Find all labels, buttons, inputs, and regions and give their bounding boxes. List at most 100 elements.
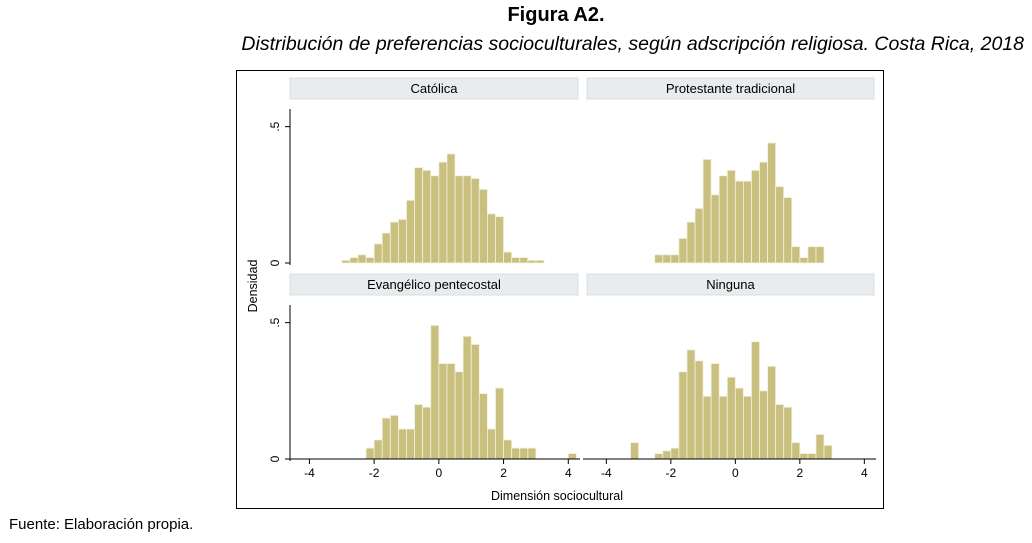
panel-4-bar: [678, 371, 688, 460]
panel-3-bar: [389, 414, 399, 460]
panel-1-bar: [381, 232, 391, 264]
panel-4-bar: [694, 360, 704, 460]
panel-1-bar: [398, 218, 407, 264]
x-axis-title: Dimensión sociocultural: [491, 489, 623, 503]
panel-3-bar: [519, 447, 529, 460]
panel-4-bar: [815, 434, 825, 460]
panel-3-bar: [470, 344, 480, 460]
panel-4-x-tick-label: 4: [861, 466, 868, 480]
panel-1-bar: [422, 169, 432, 264]
panel-4-x-tick-label: -2: [666, 466, 677, 480]
panel-4-bar: [710, 363, 720, 460]
panel-1-bar: [414, 167, 424, 264]
panel-3-bar: [406, 428, 415, 460]
panel-1-bar: [519, 257, 529, 264]
panel-1-bar: [511, 257, 521, 264]
panel-3-bar: [454, 371, 464, 460]
panel-4-x-tick-label: -4: [601, 466, 612, 480]
panel-2-bar: [767, 142, 777, 264]
panel-4-title: Ninguna: [706, 277, 755, 292]
panel-4-bar: [734, 387, 744, 460]
panel-1-bar: [527, 259, 537, 264]
panel-2-bar: [662, 254, 672, 264]
panel-2-bar: [759, 161, 768, 264]
panel-4-bar: [783, 406, 793, 460]
panel-4-x-tick-label: 2: [796, 466, 803, 480]
panel-1-bar: [389, 221, 399, 264]
panel-2-bar: [783, 197, 793, 264]
panel-2-bar: [775, 186, 785, 264]
panel-3-bar: [381, 417, 391, 460]
panel-4-bar: [718, 395, 728, 460]
panel-3-bar: [495, 387, 504, 460]
panel-4-bar: [751, 341, 760, 460]
panel-2-bar: [751, 169, 760, 264]
panel-1-y-tick-label: .5: [268, 121, 282, 131]
panel-1-title: Católica: [411, 81, 459, 96]
panel-2-bar: [799, 257, 809, 264]
panel-4-bar: [799, 453, 809, 460]
panel-1-bar: [535, 259, 545, 264]
panel-4-bar: [654, 453, 664, 460]
panel-4-bar: [823, 444, 833, 460]
panel-3-x-tick-label: 4: [565, 466, 572, 480]
panel-1-bar: [365, 257, 375, 264]
panel-2-title: Protestante tradicional: [666, 81, 795, 96]
panel-1-bar: [406, 199, 415, 264]
panel-3-bar: [527, 447, 537, 460]
panel-2-bar: [678, 238, 688, 264]
panel-3-bar: [446, 363, 456, 460]
panel-1-bar: [357, 254, 367, 264]
figure-title-text: Figura A2.: [507, 4, 605, 26]
panel-1-y-tick-label: 0: [268, 259, 282, 266]
panel-1-header: [289, 77, 579, 100]
panel-2-bar: [742, 180, 752, 264]
panel-1-bar: [462, 175, 472, 264]
panel-3-bar: [567, 453, 577, 460]
panel-2-bar: [694, 208, 704, 264]
panel-2-bar: [815, 246, 825, 264]
panel-2-bar: [702, 158, 712, 264]
panel-3-bar: [478, 393, 488, 460]
panel-3-bar: [365, 447, 375, 460]
panel-3-y-tick-label: 0: [268, 455, 282, 462]
panel-3-bar: [422, 406, 432, 460]
panel-1-bar: [495, 216, 504, 264]
panel-1-bar: [503, 251, 513, 264]
panel-2-bar: [734, 180, 744, 264]
figure-subtitle: Distribución de preferencias sociocultur…: [241, 33, 1024, 55]
figure-title: Figura A2.: [0, 4, 1032, 27]
figure-source: Fuente: Elaboración propia.: [9, 516, 194, 533]
panel-3-x-tick-label: -4: [304, 466, 315, 480]
panel-4-bar: [686, 349, 696, 460]
panel-3-y-tick-label: .5: [268, 317, 282, 327]
panel-3-bar: [373, 439, 383, 460]
panel-4-bar: [670, 447, 680, 460]
panel-4-header: [586, 273, 875, 296]
panel-4-bar: [726, 376, 736, 460]
panel-3-x-tick-label: 0: [436, 466, 443, 480]
panel-2-header: [586, 77, 875, 100]
panel-3-bar: [503, 439, 513, 460]
panel-1-bar: [341, 259, 351, 264]
panel-2-bar: [654, 254, 664, 264]
panel-4-bar: [775, 404, 785, 460]
panel-3-bar: [462, 335, 472, 460]
panel-1-bar: [446, 153, 456, 264]
panel-2-bar: [710, 194, 720, 264]
y-axis-title: Densidad: [246, 260, 260, 313]
panel-3-bar: [430, 324, 440, 460]
panel-4-bar: [791, 442, 801, 460]
panel-3-header: [289, 273, 579, 296]
panel-3-title: Evangélico pentecostal: [367, 277, 501, 292]
panel-1-bar: [438, 161, 448, 264]
panel-3-bar: [511, 447, 521, 460]
panel-1-bar: [349, 257, 359, 264]
panel-2-bar: [670, 254, 680, 264]
panel-3-bar: [486, 428, 496, 460]
panel-2-bar: [718, 175, 728, 264]
panel-3-x-tick-label: 2: [500, 466, 507, 480]
panel-1-bar: [486, 213, 496, 264]
panel-4-bar: [807, 453, 817, 460]
panel-1-bar: [470, 178, 480, 264]
